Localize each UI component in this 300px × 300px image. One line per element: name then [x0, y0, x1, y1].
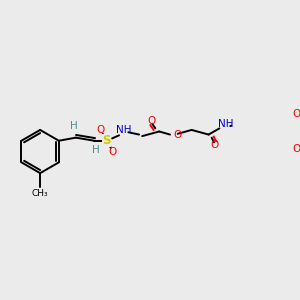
Text: O: O	[147, 116, 156, 126]
Text: NH: NH	[116, 125, 131, 135]
Text: H: H	[92, 146, 100, 155]
Text: CH₃: CH₃	[32, 189, 48, 198]
Text: S: S	[103, 134, 111, 147]
Text: O: O	[96, 125, 105, 135]
Text: NH: NH	[218, 119, 233, 129]
Text: H: H	[70, 121, 77, 131]
Text: O: O	[174, 130, 182, 140]
Text: O: O	[293, 144, 300, 154]
Text: O: O	[211, 140, 219, 150]
Text: O: O	[109, 146, 117, 157]
Text: O: O	[293, 109, 300, 119]
